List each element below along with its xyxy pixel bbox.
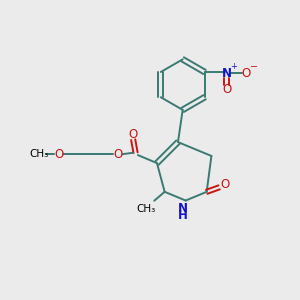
Text: O: O: [220, 178, 229, 191]
Text: CH₃: CH₃: [29, 149, 48, 159]
Text: O: O: [129, 128, 138, 141]
Text: H: H: [178, 209, 188, 223]
Text: O: O: [113, 148, 122, 161]
Text: O: O: [222, 83, 232, 96]
Text: O: O: [242, 67, 251, 80]
Text: −: −: [250, 62, 258, 72]
Text: O: O: [54, 148, 63, 161]
Text: CH₃: CH₃: [136, 204, 156, 214]
Text: N: N: [178, 202, 188, 215]
Text: N: N: [222, 67, 232, 80]
Text: +: +: [230, 62, 237, 71]
